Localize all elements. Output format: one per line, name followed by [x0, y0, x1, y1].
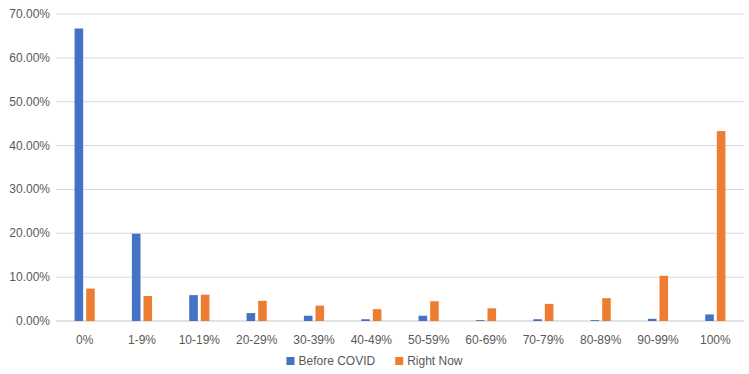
bar [488, 308, 497, 321]
bar [361, 319, 370, 321]
bar [86, 289, 95, 321]
y-tick-label: 0.00% [16, 314, 50, 328]
y-tick-label: 60.00% [9, 51, 50, 65]
legend: Before COVID Right Now [286, 354, 462, 368]
y-tick-label: 10.00% [9, 270, 50, 284]
x-tick-label: 50-59% [408, 333, 450, 347]
bar [189, 295, 198, 321]
y-tick-label: 30.00% [9, 182, 50, 196]
bar [304, 316, 313, 321]
bar [132, 234, 141, 321]
chart-container: 0.00% 10.00% 20.00% 30.00% 40.00% 50.00% 60.00… [0, 0, 749, 374]
bar [201, 295, 210, 321]
bar [430, 301, 439, 321]
chart-svg: 0.00% 10.00% 20.00% 30.00% 40.00% 50.00% 60.00… [0, 0, 749, 374]
bar [591, 320, 600, 321]
y-tick-label: 70.00% [9, 7, 50, 21]
grid-line [56, 101, 744, 102]
y-tick-label: 20.00% [9, 226, 50, 240]
bar [258, 301, 267, 321]
x-tick-label: 0% [76, 333, 94, 347]
x-tick-label: 30-39% [293, 333, 335, 347]
bars [75, 28, 726, 321]
bar [705, 314, 714, 321]
bar [533, 319, 542, 321]
y-tick-label: 50.00% [9, 95, 50, 109]
grid-line [56, 277, 744, 278]
bar [660, 276, 669, 321]
legend-swatch [395, 357, 403, 365]
x-axis-line [56, 321, 744, 322]
legend-swatch [286, 357, 294, 365]
y-tick-label: 40.00% [9, 139, 50, 153]
x-tick-label: 10-19% [179, 333, 221, 347]
bar [144, 296, 153, 321]
legend-label: Before COVID [298, 354, 375, 368]
x-tick-label: 20-29% [236, 333, 278, 347]
grid-line [56, 57, 744, 58]
grid-line [56, 14, 744, 15]
bar [75, 28, 84, 321]
bar [316, 306, 325, 321]
grid-line [56, 189, 744, 190]
bar [419, 316, 428, 321]
bar [545, 304, 554, 321]
bar [648, 319, 657, 321]
x-tick-label: 1-9% [128, 333, 156, 347]
grid-line [56, 321, 744, 322]
bar [373, 309, 382, 321]
bar [247, 313, 256, 321]
grid-line [56, 145, 744, 146]
x-tick-label: 70-79% [523, 333, 565, 347]
legend-label: Right Now [407, 354, 463, 368]
bar [476, 320, 485, 321]
x-tick-label: 60-69% [465, 333, 507, 347]
x-tick-label: 40-49% [351, 333, 393, 347]
grid-line [56, 233, 744, 234]
x-tick-label: 90-99% [637, 333, 679, 347]
x-tick-label: 80-89% [580, 333, 622, 347]
bar [717, 131, 726, 321]
bar [602, 298, 611, 321]
x-tick-label: 100% [700, 333, 731, 347]
